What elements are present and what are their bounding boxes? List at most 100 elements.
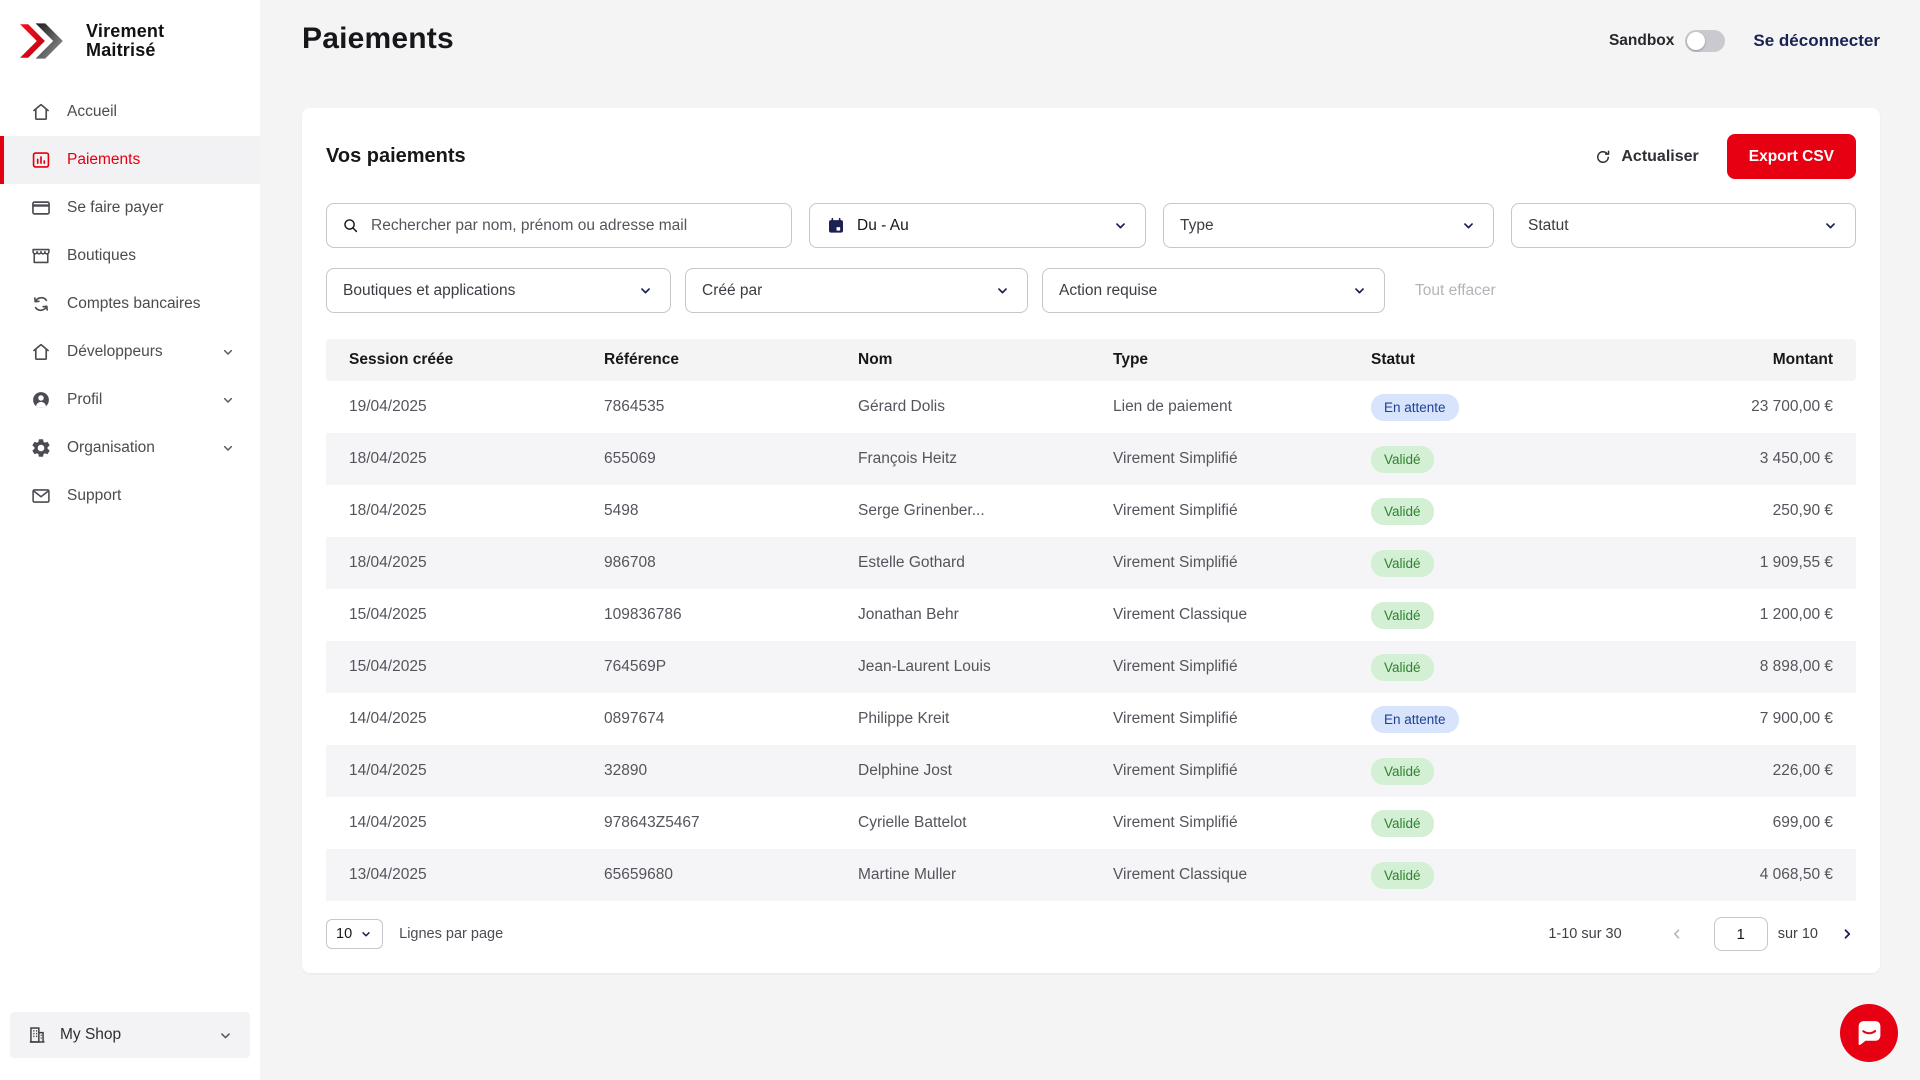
sidebar-item-support[interactable]: Support: [0, 472, 260, 520]
refresh-button[interactable]: Actualiser: [1594, 148, 1699, 166]
table-footer: 10 Lignes par page 1-10 sur 30 sur 10: [326, 917, 1856, 951]
sidebar-item-se-faire-payer[interactable]: Se faire payer: [0, 184, 260, 232]
sidebar-item-label: Se faire payer: [67, 199, 164, 217]
cell-statut: En attente: [1371, 705, 1696, 733]
toggle-knob: [1687, 32, 1706, 50]
export-csv-button[interactable]: Export CSV: [1726, 134, 1856, 179]
cell-reference: 0897674: [604, 710, 665, 727]
cell-type: Virement Simplifié: [1113, 658, 1238, 675]
sidebar-item-boutiques[interactable]: Boutiques: [0, 232, 260, 280]
cell-session-creee: 18/04/2025: [349, 554, 427, 571]
cell-montant: 7 900,00 €: [1759, 710, 1833, 727]
chevron-down-icon: [217, 1027, 234, 1044]
type-filter-label: Type: [1180, 216, 1214, 234]
cell-type: Virement Simplifié: [1113, 762, 1238, 779]
rows-per-page-value: 10: [336, 926, 353, 942]
cell-reference: 764569P: [604, 658, 667, 675]
rows-per-page-label: Lignes par page: [399, 926, 504, 942]
header-actions: Sandbox Se déconnecter: [1609, 22, 1880, 52]
table-row[interactable]: 15/04/2025 109836786 Jonathan Behr Virement…: [326, 589, 1856, 641]
cell-nom: Martine Muller: [858, 866, 957, 883]
cell-reference: 655069: [604, 450, 656, 467]
cell-nom: François Heitz: [858, 450, 958, 467]
page-number-input[interactable]: [1713, 917, 1768, 951]
status-badge: Validé: [1371, 601, 1434, 629]
column-header: Statut: [1371, 351, 1415, 368]
sidebar-nav: Accueil Paiements Se faire payer Boutiques C…: [0, 88, 260, 520]
cell-reference: 986708: [604, 554, 656, 571]
chevron-down-icon: [1112, 217, 1129, 234]
clear-filters-button[interactable]: Tout effacer: [1415, 281, 1496, 299]
table-row[interactable]: 15/04/2025 764569P Jean-Laurent Louis Virem…: [326, 641, 1856, 693]
status-badge: En attente: [1371, 705, 1459, 733]
cell-session-creee: 14/04/2025: [349, 762, 427, 779]
table-row[interactable]: 19/04/2025 7864535 Gérard Dolis Lien de pai…: [326, 381, 1856, 433]
chevron-left-icon: [1673, 929, 1680, 939]
chart-icon: [30, 149, 52, 171]
cell-montant: 1 200,00 €: [1759, 606, 1833, 623]
card-title: Vos paiements: [326, 145, 466, 167]
table-row[interactable]: 18/04/2025 655069 François Heitz Virement S…: [326, 433, 1856, 485]
payments-table: Session créée Référence Nom Type Statut Monta…: [326, 339, 1856, 901]
logout-link[interactable]: Se déconnecter: [1753, 31, 1880, 50]
statut-filter[interactable]: Statut: [1511, 203, 1856, 248]
chevron-down-icon: [1822, 217, 1839, 234]
table-row[interactable]: 14/04/2025 32890 Delphine Jost Virement Sim…: [326, 745, 1856, 797]
sidebar-item-accueil[interactable]: Accueil: [0, 88, 260, 136]
table-row[interactable]: 14/04/2025 0897674 Philippe Kreit Virement …: [326, 693, 1856, 745]
sidebar-item-organisation[interactable]: Organisation: [0, 424, 260, 472]
chat-bubble-icon: [1840, 1004, 1898, 1062]
card-icon: [30, 197, 52, 219]
chat-launcher-button[interactable]: [1840, 1004, 1898, 1062]
table-row[interactable]: 14/04/2025 978643Z5467 Cyrielle Battelot Vi…: [326, 797, 1856, 849]
date-range-filter[interactable]: Du - Au: [809, 203, 1146, 248]
column-header: Référence: [604, 351, 679, 368]
table-row[interactable]: 13/04/2025 65659680 Martine Muller Virement…: [326, 849, 1856, 901]
calendar-icon: [826, 216, 846, 236]
cell-statut: Validé: [1371, 497, 1696, 525]
previous-page-button[interactable]: [1668, 925, 1686, 943]
cell-statut: Validé: [1371, 601, 1696, 629]
sidebar-item-profil[interactable]: Profil: [0, 376, 260, 424]
payments-card: Vos paiements Actualiser Export CSV: [302, 108, 1880, 973]
sidebar-item-comptes-bancaires[interactable]: Comptes bancaires: [0, 280, 260, 328]
cell-session-creee: 13/04/2025: [349, 866, 427, 883]
gear-icon: [30, 437, 52, 459]
cell-type: Virement Simplifié: [1113, 450, 1238, 467]
sidebar-item-label: Développeurs: [67, 343, 163, 361]
sandbox-toggle[interactable]: [1685, 30, 1726, 52]
logo-chevrons-icon: [18, 23, 76, 60]
cell-type: Virement Simplifié: [1113, 814, 1238, 831]
cell-type: Virement Classique: [1113, 866, 1248, 883]
cell-montant: 226,00 €: [1772, 762, 1833, 779]
table-row[interactable]: 18/04/2025 986708 Estelle Gothard Virement …: [326, 537, 1856, 589]
next-page-button[interactable]: [1838, 925, 1856, 943]
chevron-down-icon: [220, 344, 236, 360]
chevron-down-icon: [637, 282, 654, 299]
card-actions: Actualiser Export CSV: [1594, 134, 1856, 179]
status-badge: Validé: [1371, 497, 1434, 525]
cell-type: Lien de paiement: [1113, 398, 1232, 415]
column-header: Nom: [858, 351, 893, 368]
rows-per-page-select[interactable]: 10: [326, 919, 384, 949]
table-row[interactable]: 18/04/2025 5498 Serge Grinenber... Virement…: [326, 485, 1856, 537]
action-requise-filter-label: Action requise: [1059, 281, 1158, 299]
status-badge: Validé: [1371, 445, 1434, 473]
sidebar-item-developpeurs[interactable]: Développeurs: [0, 328, 260, 376]
chevron-down-icon: [994, 282, 1011, 299]
cell-statut: Validé: [1371, 809, 1696, 837]
shop-switcher[interactable]: My Shop: [10, 1012, 250, 1058]
search-box: [326, 203, 792, 248]
sandbox-control: Sandbox: [1609, 30, 1726, 52]
cell-statut: Validé: [1371, 861, 1696, 889]
search-input[interactable]: [371, 216, 777, 235]
status-badge: En attente: [1371, 393, 1459, 421]
cree-par-filter[interactable]: Créé par: [685, 268, 1028, 313]
sidebar-item-paiements[interactable]: Paiements: [0, 136, 260, 185]
boutiques-filter[interactable]: Boutiques et applications: [326, 268, 671, 313]
pagination-controls: 1-10 sur 30 sur 10: [1548, 917, 1856, 951]
cell-nom: Cyrielle Battelot: [858, 814, 967, 831]
action-requise-filter[interactable]: Action requise: [1042, 268, 1385, 313]
type-filter[interactable]: Type: [1163, 203, 1494, 248]
